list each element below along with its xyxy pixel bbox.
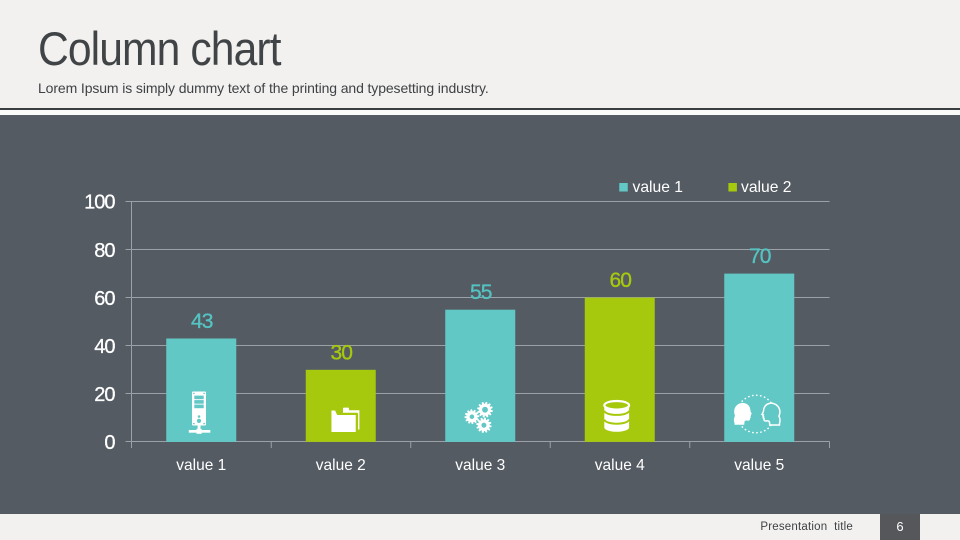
svg-text:value 4: value 4 (595, 457, 645, 474)
svg-text:30: 30 (331, 341, 353, 364)
svg-text:value 2: value 2 (316, 457, 366, 474)
svg-text:43: 43 (191, 310, 213, 333)
svg-text:80: 80 (94, 240, 115, 262)
svg-text:60: 60 (610, 269, 632, 292)
svg-text:value 3: value 3 (455, 457, 505, 474)
svg-text:70: 70 (749, 245, 771, 268)
svg-text:value 1: value 1 (176, 457, 226, 474)
svg-text:20: 20 (94, 384, 115, 406)
svg-text:55: 55 (470, 281, 492, 304)
svg-text:100: 100 (84, 192, 115, 214)
svg-text:0: 0 (104, 432, 115, 454)
svg-text:value 1: value 1 (633, 179, 684, 196)
svg-text:40: 40 (94, 336, 115, 358)
svg-text:value 2: value 2 (741, 179, 792, 196)
svg-text:value 5: value 5 (734, 457, 784, 474)
svg-text:60: 60 (94, 288, 115, 310)
